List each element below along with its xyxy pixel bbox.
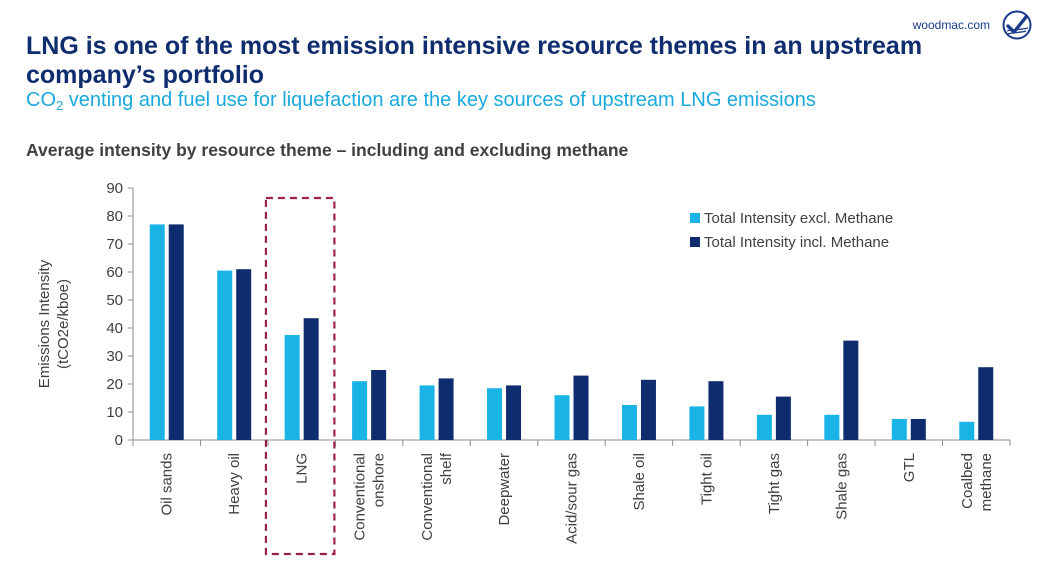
legend-label: Total Intensity excl. Methane (704, 210, 893, 227)
bar-incl-methane (775, 396, 791, 440)
y-tick-label: 40 (106, 320, 123, 337)
y-tick-label: 50 (106, 292, 123, 309)
category-label: Heavy oil (226, 453, 243, 515)
legend-swatch (690, 237, 700, 247)
y-tick-label: 30 (106, 348, 123, 365)
legend-label: Total Intensity incl. Methane (704, 234, 889, 251)
y-axis-title-line-1: Emissions Intensity (36, 259, 53, 388)
category-label: onshore (371, 453, 388, 507)
category-label: Deepwater (496, 453, 513, 526)
y-tick-label: 80 (106, 208, 123, 225)
category-label: Shale oil (631, 453, 648, 511)
category-label: GTL (901, 453, 918, 482)
bar-excl-methane (149, 224, 165, 440)
category-label: Coalbed (959, 453, 976, 509)
bar-incl-methane (371, 370, 387, 440)
y-tick-label: 90 (106, 180, 123, 197)
bar-incl-methane (438, 378, 454, 440)
bar-excl-methane (689, 406, 705, 440)
bar-excl-methane (487, 388, 503, 440)
y-tick-label: 0 (115, 432, 123, 449)
bar-excl-methane (959, 421, 975, 440)
bar-excl-methane (554, 395, 570, 440)
category-label: Tight gas (766, 453, 783, 514)
y-tick-label: 10 (106, 404, 123, 421)
category-label: methane (978, 453, 995, 511)
category-label: LNG (294, 453, 311, 484)
category-label: Shale gas (833, 453, 850, 520)
woodmac-check-logo-icon (1002, 10, 1032, 40)
y-axis-title-line-2: (tCO2e/kboe) (55, 279, 72, 369)
bar-excl-methane (621, 405, 637, 440)
category-label: Tight oil (698, 453, 715, 505)
bar-excl-methane (352, 381, 368, 440)
bar-excl-methane (891, 419, 907, 440)
subtitle-subscript: 2 (56, 98, 64, 113)
bar-excl-methane (419, 385, 435, 440)
legend-swatch (690, 213, 700, 223)
bar-incl-methane (236, 269, 252, 440)
bar-incl-methane (168, 224, 184, 440)
bar-excl-methane (217, 270, 233, 440)
bar-excl-methane (756, 414, 772, 440)
bar-excl-methane (824, 414, 840, 440)
y-tick-label: 70 (106, 236, 123, 253)
category-label: Conventional (352, 453, 369, 541)
category-label: Oil sands (159, 453, 176, 516)
bar-excl-methane (284, 335, 300, 440)
page-subtitle: CO2 venting and fuel use for liquefactio… (26, 88, 816, 118)
bar-incl-methane (708, 381, 724, 440)
brand-url[interactable]: woodmac.com (912, 18, 990, 32)
bar-incl-methane (573, 375, 589, 440)
subtitle-co: CO (26, 89, 56, 111)
bar-incl-methane (640, 379, 656, 440)
bar-incl-methane (506, 385, 522, 440)
category-label: Conventional (419, 453, 436, 541)
bar-incl-methane (843, 340, 859, 440)
chart-title: Average intensity by resource theme – in… (26, 140, 629, 160)
subtitle-rest: venting and fuel use for liquefaction ar… (63, 89, 816, 111)
y-tick-label: 60 (106, 264, 123, 281)
bar-incl-methane (978, 367, 994, 440)
lng-highlight-box (264, 196, 336, 556)
category-label: Acid/sour gas (564, 453, 581, 544)
brand-header: woodmac.com (913, 10, 1032, 40)
category-label: shelf (438, 452, 455, 485)
bar-incl-methane (910, 419, 926, 440)
page-title: LNG is one of the most emission intensiv… (26, 32, 923, 89)
y-tick-label: 20 (106, 376, 123, 393)
bar-incl-methane (303, 318, 319, 440)
